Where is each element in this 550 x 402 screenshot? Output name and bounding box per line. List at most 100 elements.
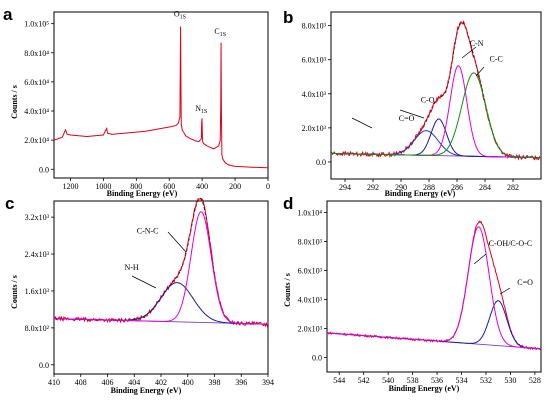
x-tick-label-c: 406 bbox=[102, 378, 114, 387]
x-tick-label-d: 534 bbox=[456, 376, 468, 385]
annotation-leader-d bbox=[499, 287, 511, 295]
y-tick-label-a: 8.0x10⁴ bbox=[24, 49, 49, 58]
annotation-subscript: 1S bbox=[180, 14, 186, 20]
panel-c-x-axis-label: Binding Energy (eV) bbox=[111, 386, 182, 395]
x-tick-label-c: 410 bbox=[48, 378, 60, 387]
x-tick-label-b: 286 bbox=[451, 183, 463, 192]
annotation-subscript: 1S bbox=[220, 32, 226, 38]
y-tick-label-a: 2.0x10⁴ bbox=[24, 136, 49, 145]
annotation-b-0: C=O bbox=[399, 114, 415, 123]
annotation-c-0: C-N-C bbox=[137, 226, 159, 235]
annotation-c-1: N-H bbox=[124, 263, 138, 272]
x-tick-label-c: 402 bbox=[155, 378, 167, 387]
y-tick-label-d: 8.0x10³ bbox=[298, 238, 323, 247]
x-tick-label-a: 200 bbox=[229, 182, 241, 191]
y-tick-label-d: 2.0x10³ bbox=[298, 325, 323, 334]
series-line-c-1 bbox=[53, 197, 269, 328]
x-tick-label-a: 0 bbox=[266, 182, 270, 191]
series-line-c-0 bbox=[53, 197, 269, 325]
series-line-a-0 bbox=[53, 26, 269, 169]
y-tick-label-b: 4.0x10³ bbox=[302, 90, 327, 99]
x-tick-label-b: 284 bbox=[479, 183, 491, 192]
x-tick-label-c: 408 bbox=[75, 378, 87, 387]
x-tick-label-a: 400 bbox=[196, 182, 208, 191]
x-tick-label-c: 398 bbox=[209, 378, 221, 387]
x-tick-label-a: 1200 bbox=[62, 182, 78, 191]
x-tick-label-b: 294 bbox=[339, 183, 351, 192]
x-tick-label-d: 532 bbox=[480, 376, 492, 385]
y-tick-label-c: 8.0x10² bbox=[25, 324, 50, 333]
x-tick-label-b: 288 bbox=[423, 183, 435, 192]
y-tick-label-b: 8.0x10³ bbox=[302, 22, 327, 31]
panel-d-label: d bbox=[283, 194, 293, 213]
annotation-leader-c bbox=[167, 231, 187, 253]
x-tick-label-d: 540 bbox=[382, 376, 394, 385]
panel-d-x-axis-label: Binding Energy (eV) bbox=[389, 384, 460, 393]
x-tick-label-a: 800 bbox=[130, 182, 142, 191]
x-tick-label-d: 544 bbox=[333, 376, 345, 385]
panel-c-n1s: c Counts / s Binding Energy (eV) 410 408 4… bbox=[5, 194, 274, 395]
x-tick-label-d: 530 bbox=[504, 376, 516, 385]
y-tick-label-d: 0.0 bbox=[312, 354, 322, 363]
panel-d-y-axis-label: Counts / s bbox=[283, 273, 292, 307]
y-tick-label-d: 1.0x10⁴ bbox=[297, 209, 322, 218]
annotation-a-0: O1S bbox=[174, 9, 186, 20]
y-tick-label-b: 0.0 bbox=[316, 158, 326, 167]
x-tick-label-c: 400 bbox=[182, 378, 194, 387]
panel-d-o1s: d Counts / s Binding Energy (eV) 544 542 5… bbox=[283, 194, 542, 393]
plot-frame-d bbox=[326, 200, 542, 373]
panel-a-x-axis-label: Binding Energy (eV) bbox=[107, 189, 178, 198]
y-tick-label-c: 2.4x10³ bbox=[25, 250, 50, 259]
x-tick-label-b: 282 bbox=[507, 183, 519, 192]
y-tick-label-a: 6.0x10⁴ bbox=[24, 78, 49, 87]
annotation-leader-b bbox=[351, 117, 373, 129]
plot-frame-b bbox=[330, 11, 542, 180]
y-tick-label-c: 1.6x10³ bbox=[25, 287, 50, 296]
panel-a-y-axis-label: Counts / s bbox=[10, 85, 19, 119]
annotation-d-0: C-OH/C-O-C bbox=[489, 239, 533, 248]
panel-a-survey: a Counts / s Binding Energy (eV) 1200 100… bbox=[3, 5, 270, 198]
annotation-leader-b bbox=[475, 66, 485, 77]
annotation-leader-b bbox=[461, 46, 477, 59]
y-tick-label-a: 1.0x10⁵ bbox=[24, 20, 49, 29]
panel-a-label: a bbox=[3, 5, 13, 24]
y-tick-label-d: 6.0x10³ bbox=[298, 267, 323, 276]
series-line-c-3 bbox=[53, 211, 269, 325]
x-tick-label-d: 542 bbox=[358, 376, 370, 385]
x-tick-label-c: 396 bbox=[235, 378, 247, 387]
x-tick-label-b: 292 bbox=[367, 183, 379, 192]
series-line-b-1 bbox=[330, 20, 542, 161]
annotation-b-2: C-N bbox=[470, 39, 484, 48]
series-line-d-2 bbox=[326, 226, 542, 350]
x-tick-label-c: 394 bbox=[262, 378, 274, 387]
x-tick-label-b: 290 bbox=[395, 183, 407, 192]
x-tick-label-d: 536 bbox=[431, 376, 443, 385]
y-tick-label-c: 0.0 bbox=[39, 361, 49, 370]
panel-b-label: b bbox=[283, 8, 293, 27]
panel-c-label: c bbox=[5, 194, 14, 213]
y-tick-label-c: 3.2x10³ bbox=[25, 213, 50, 222]
plot-frame-c bbox=[53, 200, 269, 375]
y-tick-label-a: 0.0 bbox=[39, 165, 49, 174]
annotation-leader-c bbox=[131, 275, 157, 289]
x-tick-label-c: 404 bbox=[128, 378, 140, 387]
annotation-a-1: N1S bbox=[195, 104, 207, 115]
series-line-b-4 bbox=[330, 65, 542, 159]
y-tick-label-a: 4.0x10⁴ bbox=[24, 107, 49, 116]
panel-b-x-axis-label: Binding Energy (eV) bbox=[385, 189, 456, 198]
annotation-leader-d bbox=[473, 253, 487, 265]
annotation-leader-b bbox=[399, 109, 425, 119]
x-tick-label-a: 1000 bbox=[95, 182, 111, 191]
series-line-b-5 bbox=[330, 72, 542, 159]
annotation-b-1: C-O bbox=[421, 95, 435, 104]
y-tick-label-d: 4.0x10³ bbox=[298, 296, 323, 305]
x-tick-label-d: 528 bbox=[529, 376, 541, 385]
y-tick-label-b: 2.0x10³ bbox=[302, 124, 327, 133]
annotation-subscript: 1S bbox=[201, 109, 207, 115]
panel-c-y-axis-label: Counts / s bbox=[10, 275, 19, 309]
panel-b-c1s: b Binding Energy (eV) 294 292 290 288 286 284… bbox=[283, 8, 542, 198]
series-line-c-2 bbox=[53, 282, 269, 325]
x-tick-label-d: 538 bbox=[407, 376, 419, 385]
y-tick-label-b: 6.0x10³ bbox=[302, 56, 327, 65]
